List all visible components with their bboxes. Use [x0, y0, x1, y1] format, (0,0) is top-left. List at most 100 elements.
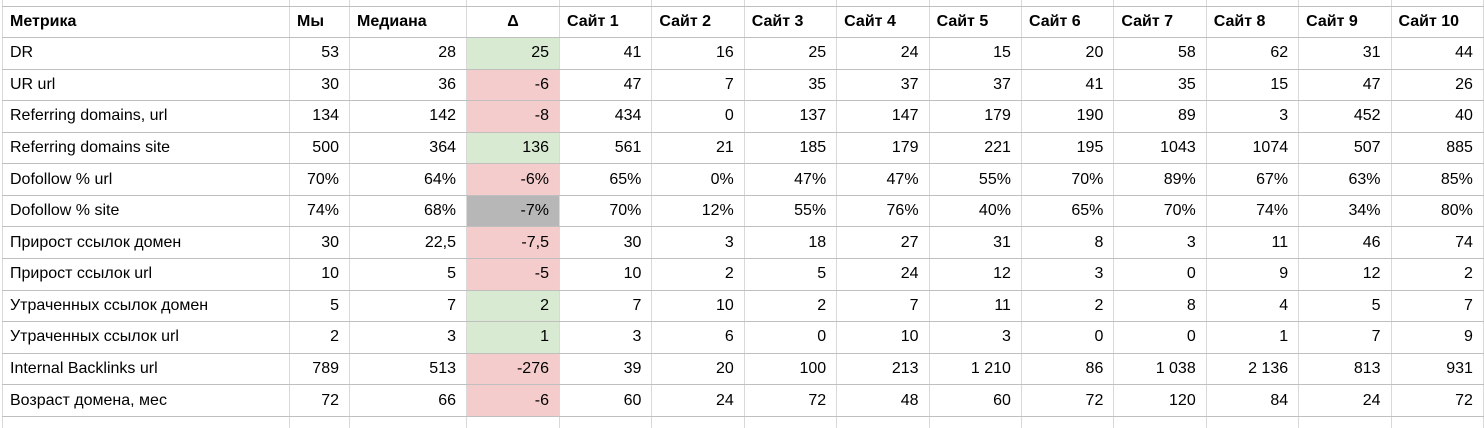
header-site-10[interactable]: Сайт 10	[1391, 7, 1484, 37]
cell-median[interactable]: 513	[350, 353, 467, 385]
cell-site-7[interactable]: 1 038	[1114, 353, 1207, 385]
cell-site-4[interactable]: 47%	[837, 164, 930, 195]
cell-site-6[interactable]: 8	[1021, 227, 1115, 259]
cell-median[interactable]: 3	[350, 322, 467, 353]
cell-site-9[interactable]: 31	[1299, 38, 1392, 69]
cell-site-4[interactable]: 179	[837, 132, 930, 164]
cell-us[interactable]: 5	[290, 290, 350, 322]
cell-site-5[interactable]: 179	[929, 101, 1022, 132]
cell-site-2[interactable]: 0	[652, 101, 745, 132]
cell-site-9[interactable]: 34%	[1299, 195, 1392, 227]
cell-site-1[interactable]: 561	[560, 132, 653, 164]
cell-site-10[interactable]: 74	[1391, 227, 1484, 259]
cell-us[interactable]: 500	[290, 132, 350, 164]
cell-site-10[interactable]: 72	[1391, 385, 1484, 416]
cell-site-1[interactable]: 41	[560, 38, 653, 69]
cell-site-7[interactable]: 70%	[1114, 195, 1207, 227]
cell-delta[interactable]: 2	[467, 290, 560, 322]
cell-metric[interactable]: Прирост ссылок url	[2, 259, 290, 290]
cell-site-9[interactable]: 7	[1299, 322, 1392, 353]
cell-site-6[interactable]: 0	[1021, 322, 1115, 353]
cell-site-3[interactable]: 0	[744, 322, 838, 353]
cell-site-9[interactable]: 63%	[1299, 164, 1392, 195]
cell-metric[interactable]: Утраченных ссылок url	[2, 322, 290, 353]
cell-site-7[interactable]: 35	[1114, 69, 1207, 101]
cell-median[interactable]: 7	[350, 290, 467, 322]
cell-site-3[interactable]: 55%	[744, 195, 838, 227]
cell-delta[interactable]: -276	[467, 353, 560, 385]
cell-delta[interactable]: -7,5	[467, 227, 560, 259]
cell-site-8[interactable]: 2 136	[1206, 353, 1300, 385]
cell-us[interactable]: 74%	[290, 195, 350, 227]
cell-us[interactable]: 70%	[290, 164, 350, 195]
cell-site-10[interactable]: 2	[1391, 259, 1484, 290]
cell-delta[interactable]: -7%	[467, 195, 560, 227]
cell-site-8[interactable]: 9	[1206, 259, 1300, 290]
cell-site-7[interactable]: 89	[1114, 101, 1207, 132]
cell-site-10[interactable]: 7	[1391, 290, 1484, 322]
cell-site-3[interactable]: 185	[744, 132, 838, 164]
cell-metric[interactable]: Dofollow % site	[2, 195, 290, 227]
cell-median[interactable]: 68%	[350, 195, 467, 227]
cell-site-6[interactable]: 20	[1021, 38, 1115, 69]
cell-site-5[interactable]: 3	[929, 322, 1022, 353]
header-site-3[interactable]: Сайт 3	[744, 7, 838, 37]
cell-site-4[interactable]: 213	[837, 353, 930, 385]
cell-site-9[interactable]: 24	[1299, 385, 1392, 416]
cell-metric[interactable]: Прирост ссылок домен	[2, 227, 290, 259]
cell-site-8[interactable]: 84	[1206, 385, 1300, 416]
cell-site-5[interactable]: 1 210	[929, 353, 1022, 385]
cell-site-8[interactable]: 74%	[1206, 195, 1300, 227]
cell-site-7[interactable]: 0	[1114, 259, 1207, 290]
cell-site-5[interactable]: 12	[929, 259, 1022, 290]
cell-us[interactable]: 30	[290, 227, 350, 259]
cell-site-10[interactable]: 85%	[1391, 164, 1484, 195]
cell-site-2[interactable]: 12%	[652, 195, 745, 227]
cell-site-10[interactable]: 885	[1391, 132, 1484, 164]
cell-site-6[interactable]: 195	[1021, 132, 1115, 164]
cell-us[interactable]: 10	[290, 259, 350, 290]
cell-site-6[interactable]: 65%	[1021, 195, 1115, 227]
cell-site-8[interactable]: 62	[1206, 38, 1300, 69]
cell-site-4[interactable]: 37	[837, 69, 930, 101]
cell-delta[interactable]: -8	[467, 101, 560, 132]
cell-site-10[interactable]: 26	[1391, 69, 1484, 101]
cell-site-3[interactable]: 18	[744, 227, 838, 259]
cell-site-7[interactable]: 1043	[1114, 132, 1207, 164]
cell-site-4[interactable]: 27	[837, 227, 930, 259]
cell-site-1[interactable]: 65%	[560, 164, 653, 195]
cell-metric[interactable]: DR	[2, 38, 290, 69]
cell-site-2[interactable]: 21	[652, 132, 745, 164]
header-median[interactable]: Медиана	[350, 7, 467, 37]
cell-site-3[interactable]: 2	[744, 290, 838, 322]
cell-delta[interactable]: 1	[467, 322, 560, 353]
cell-site-2[interactable]: 3	[652, 227, 745, 259]
cell-site-3[interactable]: 100	[744, 353, 838, 385]
header-site-8[interactable]: Сайт 8	[1206, 7, 1300, 37]
cell-site-1[interactable]: 70%	[560, 195, 653, 227]
cell-metric[interactable]: Internal Backlinks url	[2, 353, 290, 385]
cell-metric[interactable]: Утраченных ссылок домен	[2, 290, 290, 322]
cell-site-3[interactable]: 72	[744, 385, 838, 416]
cell-site-4[interactable]: 7	[837, 290, 930, 322]
cell-site-5[interactable]: 60	[929, 385, 1022, 416]
cell-site-6[interactable]: 190	[1021, 101, 1115, 132]
cell-site-4[interactable]: 76%	[837, 195, 930, 227]
cell-site-4[interactable]: 48	[837, 385, 930, 416]
cell-site-2[interactable]: 6	[652, 322, 745, 353]
cell-site-2[interactable]: 0%	[652, 164, 745, 195]
cell-site-4[interactable]: 10	[837, 322, 930, 353]
header-site-4[interactable]: Сайт 4	[837, 7, 930, 37]
cell-site-7[interactable]: 58	[1114, 38, 1207, 69]
cell-metric[interactable]: Dofollow % url	[2, 164, 290, 195]
cell-site-6[interactable]: 41	[1021, 69, 1115, 101]
cell-site-4[interactable]: 24	[837, 38, 930, 69]
cell-site-8[interactable]: 1	[1206, 322, 1300, 353]
cell-delta[interactable]: -6	[467, 69, 560, 101]
cell-site-6[interactable]: 72	[1021, 385, 1115, 416]
cell-delta[interactable]: 136	[467, 132, 560, 164]
cell-site-3[interactable]: 5	[744, 259, 838, 290]
cell-metric[interactable]: Возраст домена, мес	[2, 385, 290, 416]
cell-site-9[interactable]: 47	[1299, 69, 1392, 101]
cell-site-1[interactable]: 7	[560, 290, 653, 322]
